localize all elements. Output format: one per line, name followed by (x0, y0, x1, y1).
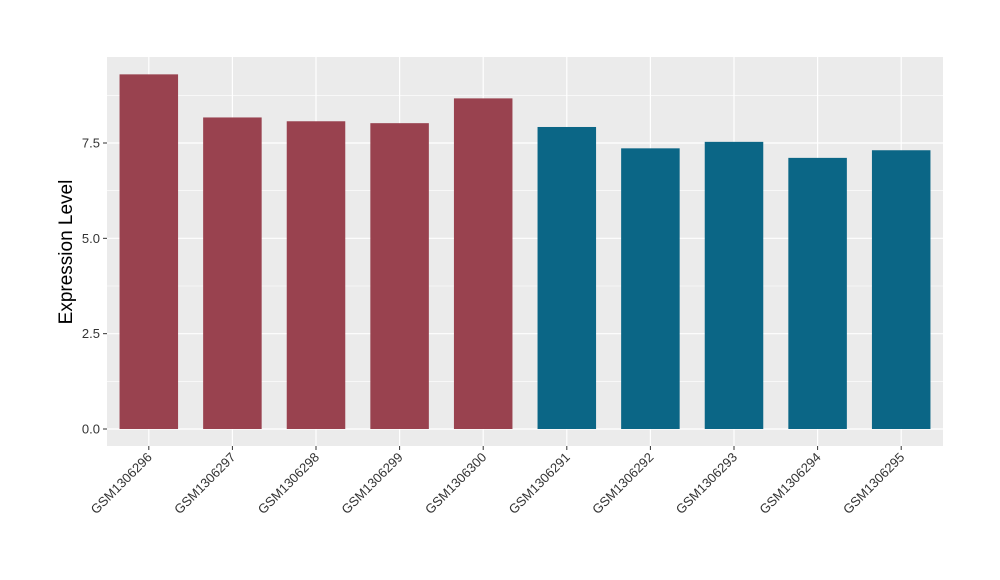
x-tick-label: GSM1306300 (422, 450, 489, 517)
bar-GSM1306300 (453, 98, 513, 429)
y-tick-label: 0.0 (82, 422, 100, 437)
x-tick-label: GSM1306294 (756, 450, 823, 517)
y-tick-label: 2.5 (82, 326, 100, 341)
bars (119, 74, 931, 430)
bar-GSM1306293 (704, 141, 764, 429)
x-axis: GSM1306296 GSM1306297 GSM1306298 GSM1306299… (88, 446, 907, 517)
bar-GSM1306296 (119, 74, 179, 430)
y-axis-title: Expression Level (56, 180, 77, 325)
x-tick-label: GSM1306295 (840, 450, 907, 517)
x-tick-label: GSM1306297 (171, 450, 238, 517)
y-axis: 0.0 2.5 5.0 7.5 (82, 136, 107, 437)
bar-GSM1306299 (370, 123, 429, 430)
x-tick-label: GSM1306293 (673, 450, 740, 517)
y-tick-label: 5.0 (82, 231, 100, 246)
bar-GSM1306297 (203, 117, 262, 429)
bar-GSM1306295 (871, 150, 931, 429)
x-tick-label: GSM1306292 (589, 450, 656, 517)
bar-GSM1306298 (286, 121, 346, 429)
x-tick-label: GSM1306291 (506, 450, 573, 517)
x-tick-label: GSM1306298 (255, 450, 322, 517)
bar-GSM1306292 (621, 148, 680, 429)
bar-GSM1306294 (788, 157, 847, 429)
y-tick-label: 7.5 (82, 136, 100, 151)
bar-GSM1306291 (537, 126, 597, 429)
x-tick-label: GSM1306296 (88, 450, 155, 517)
x-tick-label: GSM1306299 (338, 450, 405, 517)
